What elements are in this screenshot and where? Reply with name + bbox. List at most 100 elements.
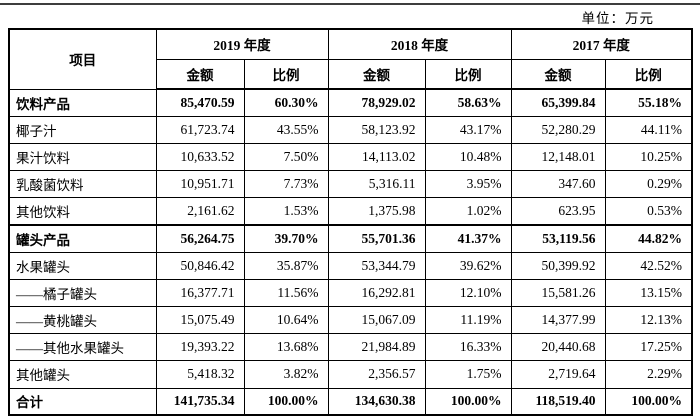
row-label: 乳酸菌饮料: [8, 170, 157, 199]
ratio-cell: 44.11%: [604, 115, 693, 144]
row-label: 其他罐头: [8, 360, 157, 389]
amount-cell: 15,075.49: [155, 305, 245, 335]
year-header-2018: 2018 年度: [327, 28, 512, 60]
amount-cell: 2,161.62: [155, 197, 245, 226]
year-header-2017: 2017 年度: [510, 28, 693, 60]
ratio-cell: 0.53%: [604, 197, 693, 226]
table-row: 水果罐头 50,846.42 35.87% 53,344.79 39.62% 50,399…: [8, 251, 693, 280]
ratio-cell: 39.70%: [243, 223, 329, 253]
amount-cell: 65,399.84: [510, 88, 606, 117]
row-label: 椰子汁: [8, 115, 157, 144]
ratio-cell: 10.48%: [424, 142, 512, 172]
ratio-cell: 43.17%: [424, 115, 512, 144]
amount-cell: 61,723.74: [155, 115, 245, 144]
amount-cell: 2,719.64: [510, 360, 606, 389]
ratio-cell: 13.68%: [243, 333, 329, 362]
table-row: 饮料产品 85,470.59 60.30% 78,929.02 58.63% 65,399…: [8, 88, 693, 117]
amount-cell: 134,630.38: [327, 387, 426, 416]
amount-cell: 21,984.89: [327, 333, 426, 362]
ratio-cell: 43.55%: [243, 115, 329, 144]
ratio-cell: 17.25%: [604, 333, 693, 362]
amount-cell: 5,316.11: [327, 170, 426, 199]
ratio-cell: 55.18%: [604, 88, 693, 117]
amount-cell: 56,264.75: [155, 223, 245, 253]
amount-cell: 20,440.68: [510, 333, 606, 362]
amount-cell: 19,393.22: [155, 333, 245, 362]
ratio-cell: 100.00%: [604, 387, 693, 416]
table-row: 果汁饮料 10,633.52 7.50% 14,113.02 10.48% 12,148.…: [8, 142, 693, 172]
amount-cell: 50,846.42: [155, 251, 245, 280]
amount-cell: 12,148.01: [510, 142, 606, 172]
amount-cell: 118,519.40: [510, 387, 606, 416]
table-body: 饮料产品 85,470.59 60.30% 78,929.02 58.63% 65,399…: [8, 88, 693, 416]
ratio-cell: 1.75%: [424, 360, 512, 389]
ratio-cell: 11.56%: [243, 278, 329, 308]
ratio-header-2017: 比例: [604, 58, 693, 90]
ratio-header-2019: 比例: [243, 58, 329, 90]
ratio-cell: 35.87%: [243, 251, 329, 280]
amount-cell: 14,113.02: [327, 142, 426, 172]
ratio-cell: 1.02%: [424, 197, 512, 226]
table-row: 乳酸菌饮料 10,951.71 7.73% 5,316.11 3.95% 347.60 0.…: [8, 170, 693, 199]
amount-cell: 2,356.57: [327, 360, 426, 389]
table-row: 合计 141,735.34 100.00% 134,630.38 100.00% 118,…: [8, 387, 693, 416]
amount-cell: 1,375.98: [327, 197, 426, 226]
table-row: 其他饮料 2,161.62 1.53% 1,375.98 1.02% 623.95 0.53…: [8, 197, 693, 226]
ratio-cell: 60.30%: [243, 88, 329, 117]
amount-header-2017: 金额: [510, 58, 606, 90]
amount-cell: 78,929.02: [327, 88, 426, 117]
year-header-2019: 2019 年度: [155, 28, 329, 60]
ratio-cell: 39.62%: [424, 251, 512, 280]
table-row: ——其他水果罐头 19,393.22 13.68% 21,984.89 16.33% 20…: [8, 333, 693, 362]
ratio-header-2018: 比例: [424, 58, 512, 90]
ratio-cell: 12.10%: [424, 278, 512, 308]
amount-cell: 52,280.29: [510, 115, 606, 144]
ratio-cell: 13.15%: [604, 278, 693, 308]
table-row: 其他罐头 5,418.32 3.82% 2,356.57 1.75% 2,719.64 2.…: [8, 360, 693, 389]
amount-cell: 85,470.59: [155, 88, 245, 117]
amount-cell: 16,292.81: [327, 278, 426, 308]
row-label: 其他饮料: [8, 197, 157, 226]
ratio-cell: 2.29%: [604, 360, 693, 389]
year-header-row: 项目 2019 年度 2018 年度 2017 年度: [8, 28, 693, 90]
table-row: 椰子汁 61,723.74 43.55% 58,123.92 43.17% 52,280.…: [8, 115, 693, 144]
ratio-cell: 58.63%: [424, 88, 512, 117]
table-row: ——橘子罐头 16,377.71 11.56% 16,292.81 12.10% 15,5…: [8, 278, 693, 308]
amount-cell: 16,377.71: [155, 278, 245, 308]
row-label: 水果罐头: [8, 251, 157, 280]
item-column-header: 项目: [8, 28, 157, 90]
amount-cell: 15,581.26: [510, 278, 606, 308]
ratio-cell: 16.33%: [424, 333, 512, 362]
ratio-cell: 10.64%: [243, 305, 329, 335]
amount-cell: 10,951.71: [155, 170, 245, 199]
ratio-cell: 11.19%: [424, 305, 512, 335]
ratio-cell: 3.95%: [424, 170, 512, 199]
amount-cell: 10,633.52: [155, 142, 245, 172]
ratio-cell: 100.00%: [243, 387, 329, 416]
table-row: 罐头产品 56,264.75 39.70% 55,701.36 41.37% 53,119…: [8, 223, 693, 253]
row-label: 饮料产品: [8, 88, 157, 117]
amount-cell: 347.60: [510, 170, 606, 199]
ratio-cell: 3.82%: [243, 360, 329, 389]
row-label: 果汁饮料: [8, 142, 157, 172]
ratio-cell: 100.00%: [424, 387, 512, 416]
amount-cell: 50,399.92: [510, 251, 606, 280]
amount-header-2018: 金额: [327, 58, 426, 90]
ratio-cell: 10.25%: [604, 142, 693, 172]
amount-cell: 141,735.34: [155, 387, 245, 416]
amount-cell: 53,344.79: [327, 251, 426, 280]
amount-cell: 15,067.09: [327, 305, 426, 335]
row-label: ——橘子罐头: [8, 278, 157, 308]
sub-header-row: 金额 比例 金额 比例 金额 比例: [9, 58, 693, 90]
amount-cell: 5,418.32: [155, 360, 245, 389]
ratio-cell: 1.53%: [243, 197, 329, 226]
ratio-cell: 7.73%: [243, 170, 329, 199]
amount-cell: 14,377.99: [510, 305, 606, 335]
row-label: 罐头产品: [8, 223, 157, 253]
table-row: ——黄桃罐头 15,075.49 10.64% 15,067.09 11.19% 14,3…: [8, 305, 693, 335]
ratio-cell: 41.37%: [424, 223, 512, 253]
ratio-cell: 0.29%: [604, 170, 693, 199]
amount-cell: 55,701.36: [327, 223, 426, 253]
page-top-rule: [0, 3, 700, 5]
amount-cell: 53,119.56: [510, 223, 606, 253]
